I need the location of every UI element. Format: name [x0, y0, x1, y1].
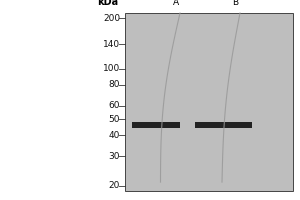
- Text: 200: 200: [103, 14, 120, 23]
- Bar: [132, 122, 180, 128]
- Text: 50: 50: [109, 115, 120, 124]
- Text: 20: 20: [109, 182, 120, 190]
- Text: 80: 80: [109, 80, 120, 89]
- Text: kDa: kDa: [98, 0, 118, 7]
- Text: 140: 140: [103, 40, 120, 49]
- Text: B: B: [232, 0, 238, 7]
- Bar: [124, 13, 292, 191]
- Text: 40: 40: [109, 131, 120, 140]
- Text: 30: 30: [109, 152, 120, 161]
- Text: 100: 100: [103, 64, 120, 73]
- Text: 60: 60: [109, 101, 120, 110]
- Bar: [195, 122, 252, 128]
- Text: A: A: [172, 0, 178, 7]
